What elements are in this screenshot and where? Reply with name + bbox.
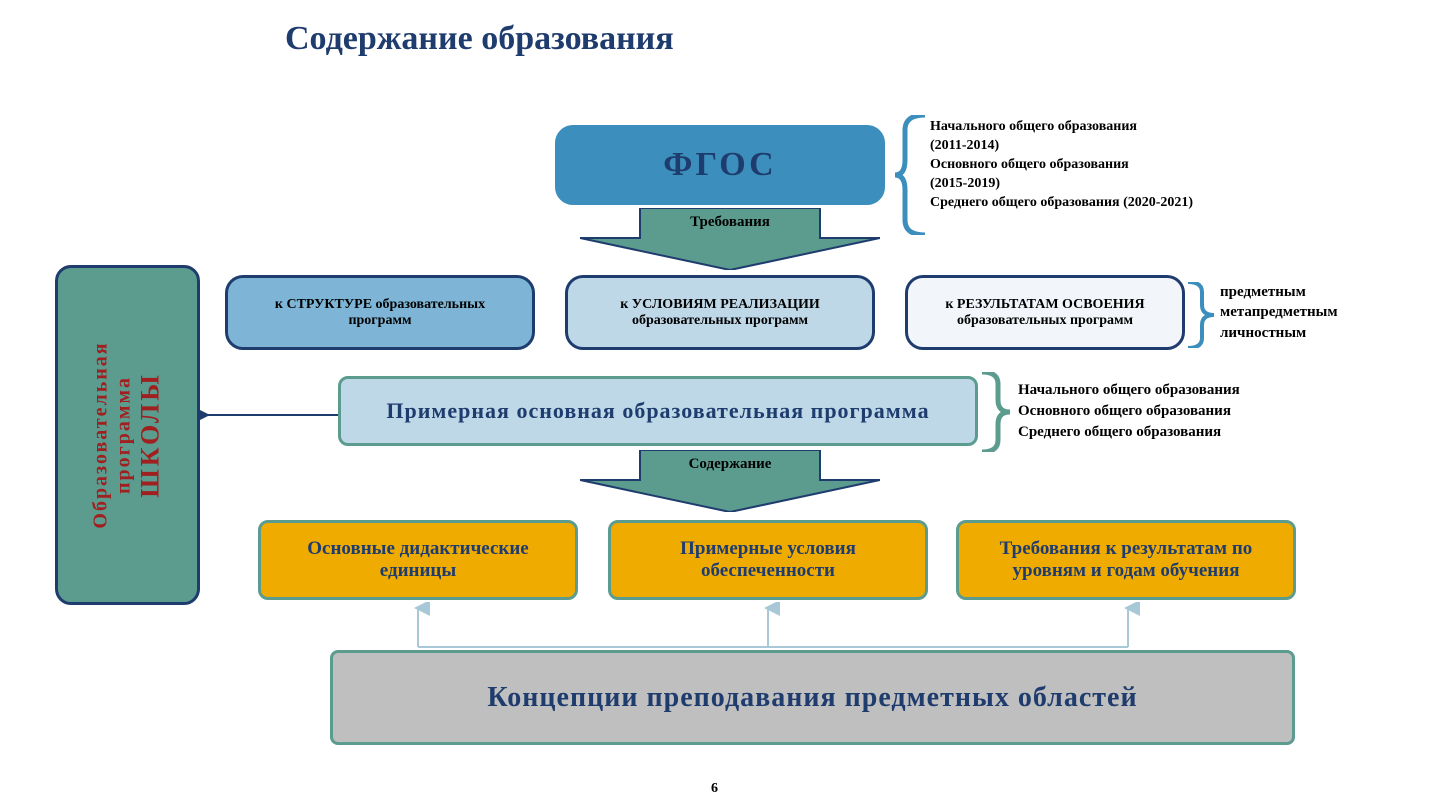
arrow-content-label: Содержание xyxy=(580,456,880,473)
program-box: Примерная основная образовательная прогр… xyxy=(338,376,978,446)
arrow-requirements: Требования xyxy=(580,208,880,270)
arrow-content: Содержание xyxy=(580,450,880,512)
concepts-box: Концепции преподавания предметных област… xyxy=(330,650,1295,745)
page-title: Содержание образования xyxy=(285,20,674,58)
results-bracket xyxy=(1188,282,1214,348)
left-panel-line1: Образовательная xyxy=(90,341,113,528)
page-number: 6 xyxy=(0,781,1429,797)
arrow-requirements-label: Требования xyxy=(580,214,880,231)
fgos-side-text: Начального общего образования(2011-2014)… xyxy=(930,118,1193,212)
content-box-provision-label: Примерные условия обеспеченности xyxy=(626,538,910,582)
content-box-requirements: Требования к результатам по уровням и го… xyxy=(956,520,1296,600)
req-box-results: к РЕЗУЛЬТАТАМ ОСВОЕНИЯ образовательных п… xyxy=(905,275,1185,350)
concepts-label: Концепции преподавания предметных област… xyxy=(487,682,1137,714)
results-side-text: предметнымметапредметнымличностным xyxy=(1220,282,1338,343)
req-box-structure: к СТРУКТУРЕ образовательных программ xyxy=(225,275,535,350)
program-label: Примерная основная образовательная прогр… xyxy=(386,398,929,424)
title-text: Содержание образования xyxy=(285,20,674,57)
content-box-didactic: Основные дидактические единицы xyxy=(258,520,578,600)
program-bracket xyxy=(982,372,1010,452)
left-arrow xyxy=(200,405,340,425)
program-side-text: Начального общего образованияОсновного о… xyxy=(1018,380,1240,443)
content-box-provision: Примерные условия обеспеченности xyxy=(608,520,928,600)
req-box-conditions: к УСЛОВИЯМ РЕАЛИЗАЦИИ образовательных пр… xyxy=(565,275,875,350)
left-panel: Образовательная программа ШКОЛЫ xyxy=(55,265,200,605)
left-panel-line2: программа xyxy=(113,341,136,528)
fgos-label: ФГОС xyxy=(663,146,776,184)
req-box-structure-label: к СТРУКТУРЕ образовательных программ xyxy=(243,297,517,329)
left-panel-line3: ШКОЛЫ xyxy=(136,341,166,528)
fgos-bracket xyxy=(895,115,925,235)
fgos-box: ФГОС xyxy=(555,125,885,205)
upward-arrows xyxy=(258,602,1308,652)
content-box-requirements-label: Требования к результатам по уровням и го… xyxy=(974,538,1278,582)
req-box-results-label: к РЕЗУЛЬТАТАМ ОСВОЕНИЯ образовательных п… xyxy=(923,297,1167,329)
req-box-conditions-label: к УСЛОВИЯМ РЕАЛИЗАЦИИ образовательных пр… xyxy=(583,297,857,329)
content-box-didactic-label: Основные дидактические единицы xyxy=(276,538,560,582)
